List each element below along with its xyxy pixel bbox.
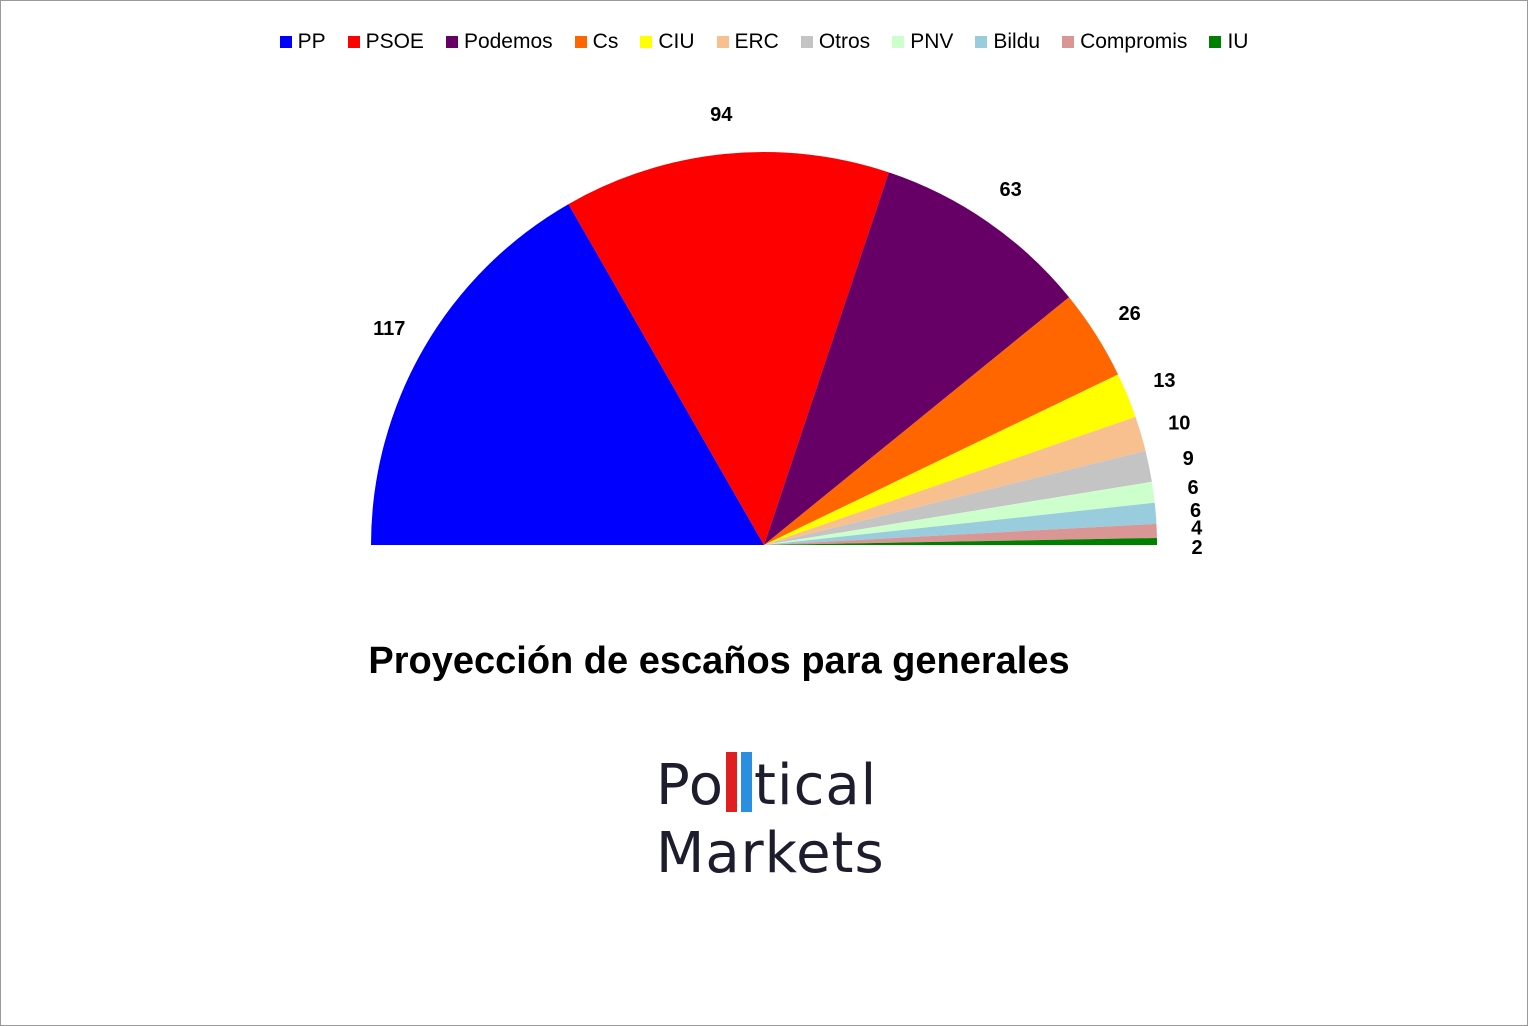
legend-item-pnv: PNV — [892, 30, 953, 54]
legend-item-pp: PP — [279, 30, 326, 54]
legend-item-iu: IU — [1209, 30, 1248, 54]
chart-title: Proyección de escaños para generales — [368, 640, 1070, 682]
slice-podemos — [764, 172, 1070, 545]
logo-text-end: tical — [754, 753, 878, 818]
legend-item-cs: Cs — [574, 30, 619, 54]
legend-swatch-psoe — [347, 36, 360, 48]
legend-label-pnv: PNV — [910, 30, 954, 53]
slice-pp — [371, 204, 764, 545]
data-label-psoe: 94 — [710, 104, 733, 126]
logo-text-start: Po — [656, 753, 725, 818]
logo-red-bar — [726, 752, 738, 812]
slice-bildu — [764, 502, 1157, 545]
slice-cs — [764, 297, 1119, 545]
legend-swatch-pp — [279, 36, 292, 48]
legend-swatch-pnv — [892, 36, 905, 48]
data-label-compromis: 4 — [1191, 518, 1203, 540]
legend-label-erc: ERC — [734, 30, 779, 53]
data-label-bildu: 6 — [1190, 500, 1201, 522]
data-label-pnv: 6 — [1188, 477, 1199, 499]
slice-otros — [764, 450, 1152, 545]
data-label-cs: 26 — [1118, 303, 1140, 325]
political-markets-logo: Po tical Markets — [656, 752, 885, 888]
legend-swatch-bildu — [975, 36, 988, 48]
slice-iu — [764, 537, 1158, 545]
logo-blue-bar — [741, 752, 753, 812]
slice-psoe — [568, 152, 889, 545]
data-label-pp: 117 — [373, 318, 405, 340]
logo-line-1: Po tical — [656, 752, 885, 820]
legend-swatch-cs — [574, 36, 587, 48]
legend-item-bildu: Bildu — [975, 30, 1040, 54]
legend-item-psoe: PSOE — [347, 30, 424, 54]
slice-pnv — [764, 481, 1155, 545]
legend-swatch-otros — [800, 36, 813, 48]
data-label-iu: 2 — [1191, 537, 1202, 559]
legend-item-erc: ERC — [716, 30, 779, 54]
legend-label-otros: Otros — [818, 30, 871, 53]
legend-label-ciu: CIU — [658, 30, 695, 53]
legend-label-podemos: Podemos — [463, 30, 553, 53]
legend-label-cs: Cs — [592, 30, 619, 53]
legend-label-pp: PP — [297, 30, 326, 53]
legend-item-compromis: Compromis — [1062, 30, 1187, 54]
slice-compromis — [764, 523, 1157, 545]
legend-label-compromis: Compromis — [1080, 30, 1188, 53]
slice-erc — [764, 416, 1146, 545]
legend-swatch-erc — [716, 36, 729, 48]
legend-label-psoe: PSOE — [365, 30, 424, 53]
data-label-otros: 9 — [1183, 448, 1194, 470]
legend-item-otros: Otros — [800, 30, 871, 54]
logo-line-2: Markets — [656, 821, 885, 886]
data-label-podemos: 63 — [999, 179, 1021, 201]
legend-label-bildu: Bildu — [993, 30, 1041, 53]
slice-ciu — [764, 374, 1136, 545]
legend-swatch-iu — [1209, 36, 1222, 48]
legend-item-ciu: CIU — [640, 30, 695, 54]
legend-label-iu: IU — [1227, 30, 1249, 53]
legend-item-podemos: Podemos — [445, 30, 553, 54]
data-label-ciu: 13 — [1153, 370, 1175, 392]
legend-swatch-podemos — [445, 36, 458, 48]
legend-swatch-compromis — [1062, 36, 1075, 48]
data-label-erc: 10 — [1168, 412, 1190, 434]
legend: PP PSOE Podemos Cs CIU ERC Otros PNV Bildu Compro… — [0, 30, 1528, 54]
legend-swatch-ciu — [640, 36, 653, 48]
